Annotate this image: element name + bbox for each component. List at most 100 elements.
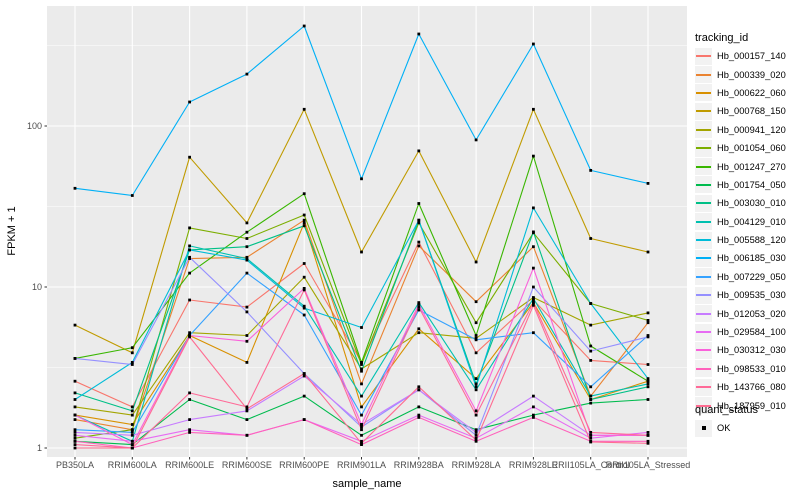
legend-color-line-icon [696,183,711,186]
data-point [73,439,77,443]
data-point [302,287,306,290]
data-point [245,405,249,409]
data-point [360,413,363,417]
data-point [532,394,535,398]
legend-item-label: OK [717,423,731,434]
data-point [245,310,249,314]
data-point [589,302,593,305]
x-axis-tick-label: RRIM600LE [165,460,214,470]
data-point [73,398,77,401]
data-point [589,401,593,405]
data-point [130,351,134,355]
data-point [474,138,478,142]
data-point [417,202,421,205]
black-square-point-icon [701,426,706,431]
data-point [360,441,363,445]
data-point [188,244,191,248]
data-point [130,443,134,446]
legend-title-quant-status: quant_status [695,404,758,416]
legend-key-line [695,47,712,65]
y-axis-tick-label: 100 [27,121,42,131]
data-point [360,423,363,426]
data-point [417,221,421,225]
data-point [474,385,478,389]
data-point [646,321,650,325]
data-point [589,359,593,362]
data-point [532,245,535,249]
data-point [188,418,191,421]
data-point [245,245,249,249]
data-point [474,336,478,340]
legend-color-line-icon [696,128,711,131]
data-point [646,182,650,185]
data-point [73,357,77,360]
data-point [417,405,421,409]
legend-item: Hb_029584_100 [695,323,800,341]
data-point [245,72,249,76]
data-point [474,377,478,380]
legend-color-line-icon [696,257,711,260]
legend-item: Hb_001247_270 [695,157,800,176]
legend-item: Hb_187959_010 [695,396,800,415]
data-point [302,418,306,421]
data-point [589,431,593,434]
legend-color-line-icon [696,294,711,297]
legend-item: Hb_005588_120 [695,231,800,249]
x-axis-tick-label: PB350LA [56,460,94,470]
data-point [589,433,593,437]
x-axis-tick-label: RRIM600SE [222,460,272,470]
legend-key-line [695,66,712,84]
data-point [73,443,77,446]
data-point [360,433,363,437]
data-point [188,431,191,434]
data-point [474,428,478,432]
data-point [532,416,535,419]
legend-item: Hb_012053_020 [695,304,800,323]
data-point [245,339,249,343]
data-point [245,334,249,337]
data-point [130,194,134,197]
data-point [188,428,191,432]
legend-key-line [695,121,712,139]
data-point [589,344,593,348]
legend-item: Hb_006185_030 [695,249,800,267]
legend-color-line-icon [696,275,711,278]
data-point [417,218,421,222]
data-point [130,405,134,409]
legend-color-line-icon [696,220,711,223]
x-axis-tick-label: RRII105LA_Stressed [606,460,691,470]
data-point [417,240,421,244]
data-point [589,436,593,440]
data-point [417,301,421,304]
data-point [417,308,421,312]
data-point [646,379,650,383]
data-point [417,303,421,306]
data-point [188,155,191,159]
data-point [474,300,478,304]
legend-item-label: Hb_187959_010 [717,400,786,411]
data-point [302,221,306,225]
legend-key-line [695,176,712,194]
data-point [360,326,363,329]
y-axis-tick-label: 1 [37,443,42,453]
legend-color-line-icon [696,239,711,242]
data-point [302,306,306,310]
x-axis-tick-label: RRIM928BA [394,460,444,470]
data-point [73,431,77,434]
data-point [589,385,593,389]
data-point [646,385,650,389]
data-point [302,372,306,375]
legend-key-line [695,341,712,359]
data-point [417,385,421,389]
legend-item: Hb_009535_030 [695,286,800,304]
x-axis-tick-label: RRIM928LE [509,460,558,470]
legend-key-line [695,378,712,396]
legend-key-point [695,419,712,437]
data-point [73,446,77,450]
legend-item-label: Hb_098533_010 [717,363,786,374]
data-point [417,244,421,248]
data-point [474,382,478,386]
data-point [245,418,249,421]
data-point [646,319,650,322]
